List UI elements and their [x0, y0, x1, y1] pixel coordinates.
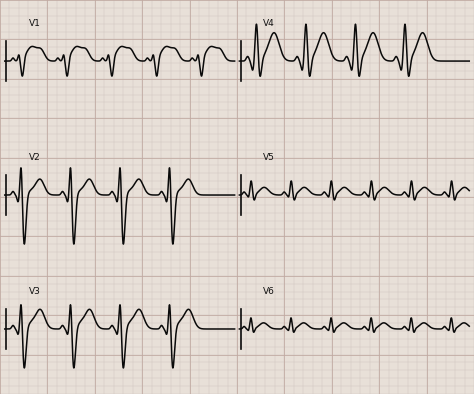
Text: V3: V3: [28, 286, 40, 296]
Text: V6: V6: [263, 286, 275, 296]
Text: V4: V4: [263, 19, 275, 28]
Text: V2: V2: [28, 152, 40, 162]
Text: V1: V1: [28, 19, 40, 28]
Text: V5: V5: [263, 152, 275, 162]
